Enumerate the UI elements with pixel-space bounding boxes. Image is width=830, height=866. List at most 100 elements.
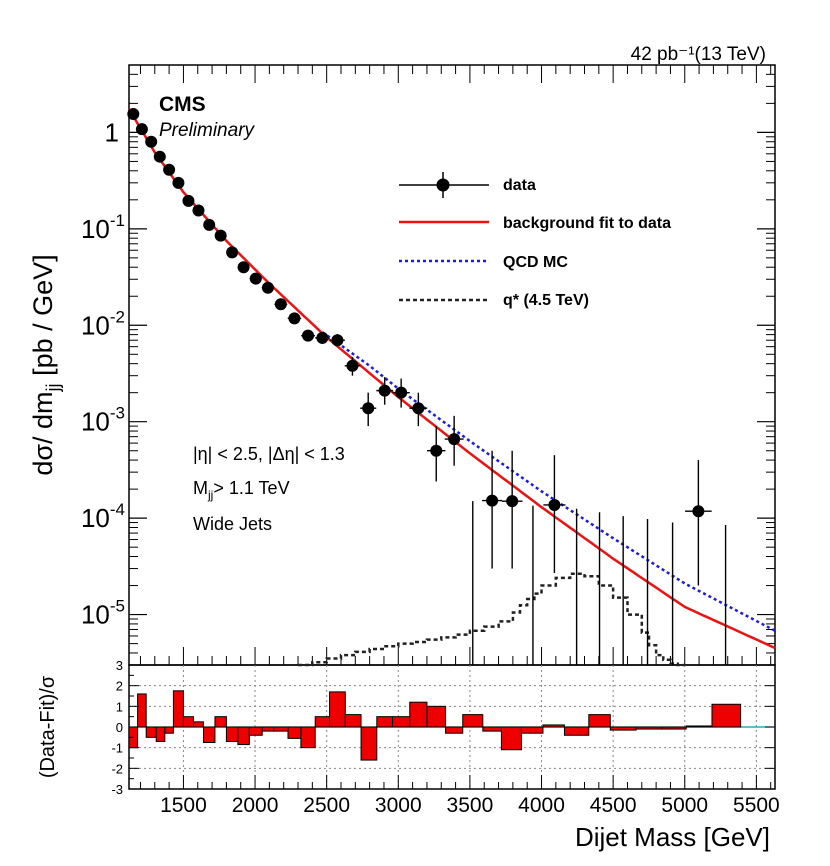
- data-point: [448, 433, 461, 446]
- ratio-y-axis-label: (Data-Fit)/σ: [37, 675, 59, 778]
- data-point: [214, 229, 227, 242]
- ratio-bar: [500, 726, 522, 751]
- status-label: Preliminary: [159, 120, 256, 141]
- data-point: [163, 163, 176, 176]
- x-tick-label: 4000: [518, 794, 565, 817]
- annotation-wide-jets: Wide Jets: [193, 514, 272, 534]
- ratio-y-tick-label: 1: [116, 699, 123, 714]
- ratio-y-tick-label: -1: [111, 741, 123, 756]
- data-point: [302, 329, 315, 342]
- legend-data-marker: [436, 178, 450, 192]
- main-y-tick-label: 10-4: [81, 500, 125, 533]
- ratio-bar: [409, 701, 428, 728]
- ratio-bar: [273, 726, 289, 732]
- qstar-signal-curve: [298, 572, 685, 667]
- data-point: [274, 298, 287, 311]
- main-y-tick-label: 10-2: [81, 307, 125, 340]
- ratio-bar: [426, 705, 447, 728]
- data-point: [316, 331, 329, 344]
- x-tick-label: 1500: [160, 794, 207, 817]
- legend: data background fit to data QCD MC q* (4…: [399, 172, 671, 309]
- ratio-y-tick-label: 2: [116, 679, 123, 694]
- main-plot-frame: [128, 64, 776, 666]
- x-tick-label: 3500: [447, 794, 494, 817]
- data-point: [261, 281, 274, 294]
- ratio-bar: [300, 726, 316, 749]
- data-point: [288, 312, 301, 325]
- data-point: [249, 272, 262, 285]
- legend-qstar-label: q* (4.5 TeV): [503, 292, 589, 309]
- ratio-bar: [329, 691, 346, 728]
- lumi-label: 42 pb⁻¹(13 TeV): [631, 44, 766, 65]
- ratio-bar: [542, 724, 565, 728]
- legend-data-label: data: [503, 177, 536, 194]
- annotation-mjj-cut: Mjj> 1.1 TeV: [193, 478, 290, 502]
- ratio-y-tick-label: 0: [116, 720, 123, 735]
- ratio-bar: [214, 716, 227, 728]
- ratio-bar: [172, 690, 184, 728]
- ratio-bar: [609, 726, 637, 731]
- ratio-y-tick-label: -3: [111, 782, 123, 797]
- x-tick-label: 2000: [232, 794, 279, 817]
- data-point: [127, 108, 140, 121]
- main-y-tick-label: 10-3: [81, 404, 125, 437]
- data-point: [145, 135, 158, 148]
- data-point: [153, 150, 166, 163]
- legend-qcd-label: QCD MC: [503, 254, 568, 271]
- background-fit-curve: [127, 108, 776, 650]
- x-tick-label: 3000: [375, 794, 422, 817]
- data-point: [362, 402, 375, 415]
- ratio-bar: [225, 726, 239, 742]
- main-y-tick-label: 10-1: [81, 211, 125, 244]
- data-point: [412, 402, 425, 415]
- data-point: [346, 359, 359, 372]
- data-point: [203, 218, 216, 231]
- data-point: [135, 123, 148, 136]
- ratio-bar: [360, 726, 378, 761]
- ratio-bar: [248, 726, 263, 736]
- ratio-bar: [685, 725, 713, 728]
- ratio-bar: [182, 716, 194, 728]
- annotation-eta-cut: |η| < 2.5, |Δη| < 1.3: [193, 444, 345, 464]
- main-points: [127, 108, 727, 665]
- ratio-axes: -3 -2 -1 0 1 2 3 1500 2000 2500 3000 3500 4000 4500 50…: [111, 658, 779, 817]
- main-y-tick-label: 10-5: [81, 597, 125, 630]
- ratio-bar: [635, 726, 663, 730]
- data-point: [182, 194, 195, 207]
- data-point: [506, 495, 519, 508]
- legend-fit-label: background fit to data: [503, 215, 671, 232]
- x-tick-label: 5500: [733, 794, 780, 817]
- main-y-axis-label: dσ/ dmjj [pb / GeV]: [28, 254, 63, 475]
- ratio-bar: [155, 726, 166, 742]
- data-point: [331, 334, 344, 347]
- main-axes: 1 10-1 10-2 10-3 10-4 10-5: [81, 64, 775, 666]
- data-point: [226, 246, 239, 259]
- ratio-y-tick-label: -2: [111, 761, 123, 776]
- data-point: [486, 494, 499, 507]
- main-curves: [127, 108, 776, 667]
- data-point: [430, 444, 443, 457]
- experiment-label: CMS: [159, 93, 206, 116]
- ratio-bar: [392, 716, 411, 728]
- ratio-bar: [661, 726, 687, 730]
- ratio-bar: [563, 726, 590, 736]
- ratio-bar: [482, 726, 502, 732]
- ratio-bar: [344, 714, 362, 728]
- x-tick-label: 5000: [661, 794, 708, 817]
- ratio-bar: [287, 726, 302, 739]
- ratio-bar: [164, 726, 174, 734]
- data-point: [192, 204, 205, 217]
- ratio-bar: [711, 703, 742, 728]
- ratio-y-tick-label: 3: [116, 658, 123, 673]
- ratio-bar: [520, 726, 544, 734]
- data-point: [172, 176, 185, 189]
- ratio-bar: [145, 726, 157, 738]
- ratio-bar: [202, 726, 216, 743]
- ratio-bar: [192, 721, 204, 728]
- ratio-bar: [445, 726, 464, 734]
- x-tick-label: 4500: [590, 794, 637, 817]
- data-point: [237, 261, 250, 274]
- main-y-tick-label: 1: [105, 117, 119, 147]
- ratio-bar: [137, 693, 147, 728]
